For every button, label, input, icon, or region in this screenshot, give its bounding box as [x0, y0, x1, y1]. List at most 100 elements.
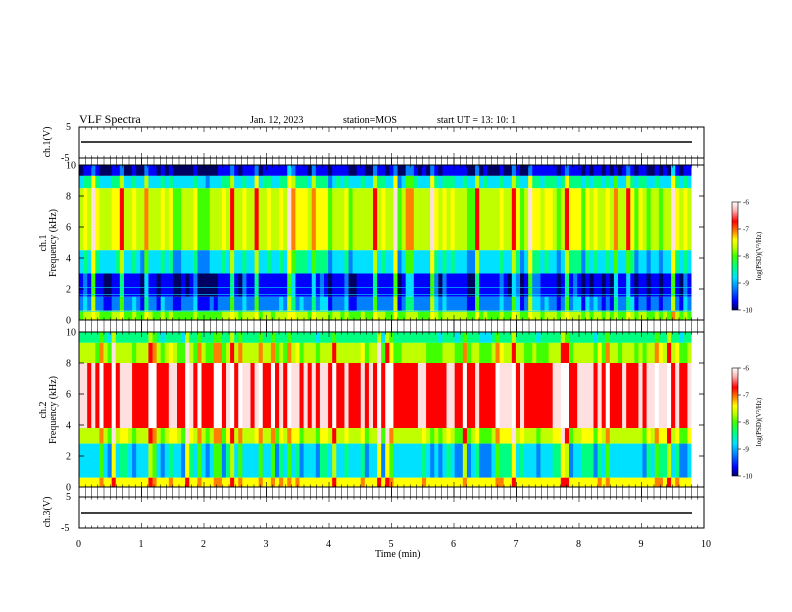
ch1-spectrogram-cell [103, 188, 108, 251]
ch2-spectrogram-cell [79, 428, 84, 444]
ch1-spectrogram-cell [99, 296, 104, 311]
ch2-spectrogram-cell [181, 443, 186, 478]
ch1-spectrogram-cell [262, 188, 268, 251]
ch1-spectrogram-cell [128, 165, 133, 176]
ch2-spectrogram-cell [422, 477, 427, 487]
ch1-spectrogram-cell [409, 188, 415, 251]
ch1-spectrogram-cell [466, 165, 472, 176]
ch1-spectrogram-cell [581, 165, 586, 176]
ch1-spectrogram-cell [242, 250, 247, 274]
ch1-spectrogram-cell [291, 310, 296, 320]
ch1-spectrogram-cell [462, 165, 468, 176]
ch2-spectrogram-cell [454, 363, 460, 429]
ch1-spectrogram-cell [413, 296, 419, 311]
ch1-spectrogram-cell [397, 250, 402, 274]
ch1-spectrogram-cell [340, 188, 345, 251]
ch2-spectrogram-cell [181, 363, 186, 429]
ch2-spectrogram-cell [675, 363, 680, 429]
ch2-spectrogram-cell [250, 332, 255, 343]
ch2-spectrogram-cell [136, 363, 141, 429]
ch1-spectrogram-cell [638, 188, 643, 251]
ch3-waveform-ylabel: ch.3(V) [42, 497, 53, 528]
ch2-spectrogram-cell [185, 443, 190, 478]
ch1-spectrogram-cell [352, 188, 358, 251]
ch1-spectrogram-cell [544, 165, 549, 176]
ch2-spectrogram-cell [605, 363, 611, 429]
ch2-spectrogram-cell [352, 443, 358, 478]
ch2-spectrogram-cell [597, 428, 603, 444]
ch1-spectrogram-cell [630, 165, 635, 176]
ch2-spectrogram-cell [217, 363, 223, 429]
ch1-spectrogram-cell [446, 250, 451, 274]
ch1-spectrogram-cell [613, 273, 619, 297]
ch2-spectrogram-cell [413, 428, 419, 444]
ch1-spectrogram-cell [679, 310, 684, 320]
ch1-spectrogram-cell [373, 175, 378, 189]
ch1-spectrogram-cell [291, 296, 296, 311]
ch1-spectrogram-cell [266, 175, 272, 189]
ch2-spectrogram-cell [495, 443, 500, 478]
ch1-spectrogram-cell [79, 296, 84, 311]
ch2-spectrogram-cell [181, 428, 186, 444]
ch2-spectrogram-cell [328, 428, 333, 444]
ch2-spectrogram-cell [622, 342, 627, 363]
ch2-spectrogram-cell [197, 332, 202, 343]
ch2-spectrogram-cell [226, 363, 231, 429]
ch2-spectrogram-cell [119, 342, 125, 363]
ch1-spectrogram-cell [544, 250, 549, 274]
ch2-spectrogram-cell [577, 363, 582, 429]
ch1-spectrogram-cell [328, 188, 333, 251]
ch2-spectrogram-cell [226, 332, 231, 343]
ch1-spectrogram-cell [409, 310, 415, 320]
ch1-spectrogram-cell [217, 175, 223, 189]
ch2-spectrogram-cell [479, 477, 484, 487]
ch2-spectrogram-cell [148, 428, 153, 444]
ch2-spectrogram-cell [119, 428, 125, 444]
ch2-spectrogram-cell [667, 443, 672, 478]
ch1-spectrogram-cell [675, 175, 680, 189]
ch2-spectrogram-cell [426, 477, 431, 487]
ch1-spectrogram-cell [258, 296, 264, 311]
ch2-spectrogram-cell [287, 332, 292, 343]
ch1-spectrogram-ytick-label: 2 [66, 285, 71, 296]
ch1-spectrogram-cell [332, 310, 337, 320]
ch1-spectrogram-cell [593, 296, 598, 311]
ch1-spectrogram-cell [193, 188, 198, 251]
ch2-spectrogram-cell [442, 443, 447, 478]
ch1-spectrogram-cell [144, 165, 149, 176]
ch1-spectrogram-cell [585, 250, 590, 274]
ch2-spectrogram-cell [581, 477, 586, 487]
ch1-spectrogram-cell [487, 273, 492, 297]
ch1-spectrogram-cell [136, 250, 141, 274]
ch2-spectrogram-cell [209, 428, 215, 444]
ch1-spectrogram-cell [434, 310, 439, 320]
ch2-spectrogram-cell [111, 428, 117, 444]
ch1-spectrogram-cell [270, 273, 276, 297]
ch1-spectrogram-cell [622, 250, 627, 274]
ch1-spectrogram-cell [230, 175, 235, 189]
ch2-spectrogram-cell [368, 428, 374, 444]
ch1-spectrogram-cell [552, 188, 558, 251]
ch1-spectrogram-cell [540, 310, 545, 320]
ch1-spectrogram-cell [524, 250, 529, 274]
ch2-spectrogram-cell [103, 332, 108, 343]
ch1-spectrogram-cell [577, 250, 582, 274]
ch1-spectrogram-cell [115, 310, 121, 320]
ch1-spectrogram-cell [462, 250, 468, 274]
ch2-spectrogram-cell [373, 477, 378, 487]
ch1-spectrogram-cell [344, 165, 349, 176]
ch1-spectrogram-cell [324, 273, 329, 297]
ch2-spectrogram-cell [95, 342, 100, 363]
ch1-spectrogram-cell [601, 188, 607, 251]
ch2-spectrogram-cell [520, 342, 525, 363]
ch2-spectrogram-cell [499, 332, 505, 343]
ch1-spectrogram-cell [450, 188, 456, 251]
ch1-spectrogram-cell [683, 296, 688, 311]
ch1-spectrogram-cell [364, 296, 370, 311]
ch2-spectrogram-cell [152, 477, 157, 487]
ch1-spectrogram-cell [454, 165, 460, 176]
ch2-spectrogram-cell [528, 443, 533, 478]
ch1-spectrogram-cell [413, 310, 419, 320]
ch2-spectrogram-cell [675, 443, 680, 478]
ch1-spectrogram-cell [573, 165, 578, 176]
